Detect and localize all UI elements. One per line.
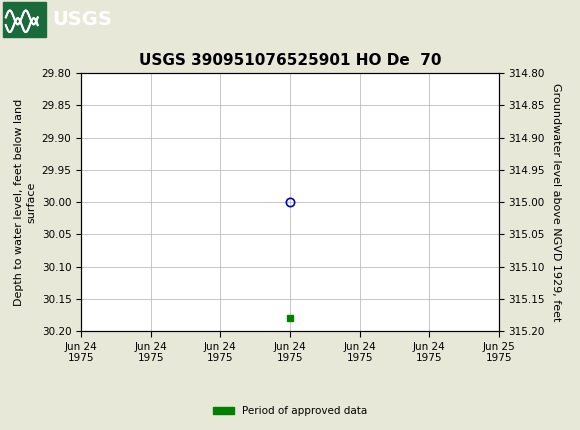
Y-axis label: Depth to water level, feet below land
surface: Depth to water level, feet below land su… xyxy=(14,98,36,306)
Title: USGS 390951076525901 HO De  70: USGS 390951076525901 HO De 70 xyxy=(139,53,441,68)
Bar xyxy=(3,2,46,37)
Text: USGS: USGS xyxy=(52,10,112,29)
Y-axis label: Groundwater level above NGVD 1929, feet: Groundwater level above NGVD 1929, feet xyxy=(550,83,561,321)
Legend: Period of approved data: Period of approved data xyxy=(209,402,371,421)
